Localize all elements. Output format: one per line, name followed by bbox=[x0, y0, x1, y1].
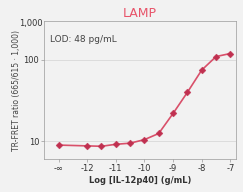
Title: LAMP: LAMP bbox=[123, 7, 157, 20]
Text: 1,000: 1,000 bbox=[19, 19, 43, 28]
Text: LOD: 48 pg/mL: LOD: 48 pg/mL bbox=[50, 36, 117, 44]
X-axis label: Log [IL-12p40] (g/mL): Log [IL-12p40] (g/mL) bbox=[89, 176, 191, 185]
Y-axis label: TR-FRET ratio (665/615 · 1,000): TR-FRET ratio (665/615 · 1,000) bbox=[12, 30, 21, 151]
